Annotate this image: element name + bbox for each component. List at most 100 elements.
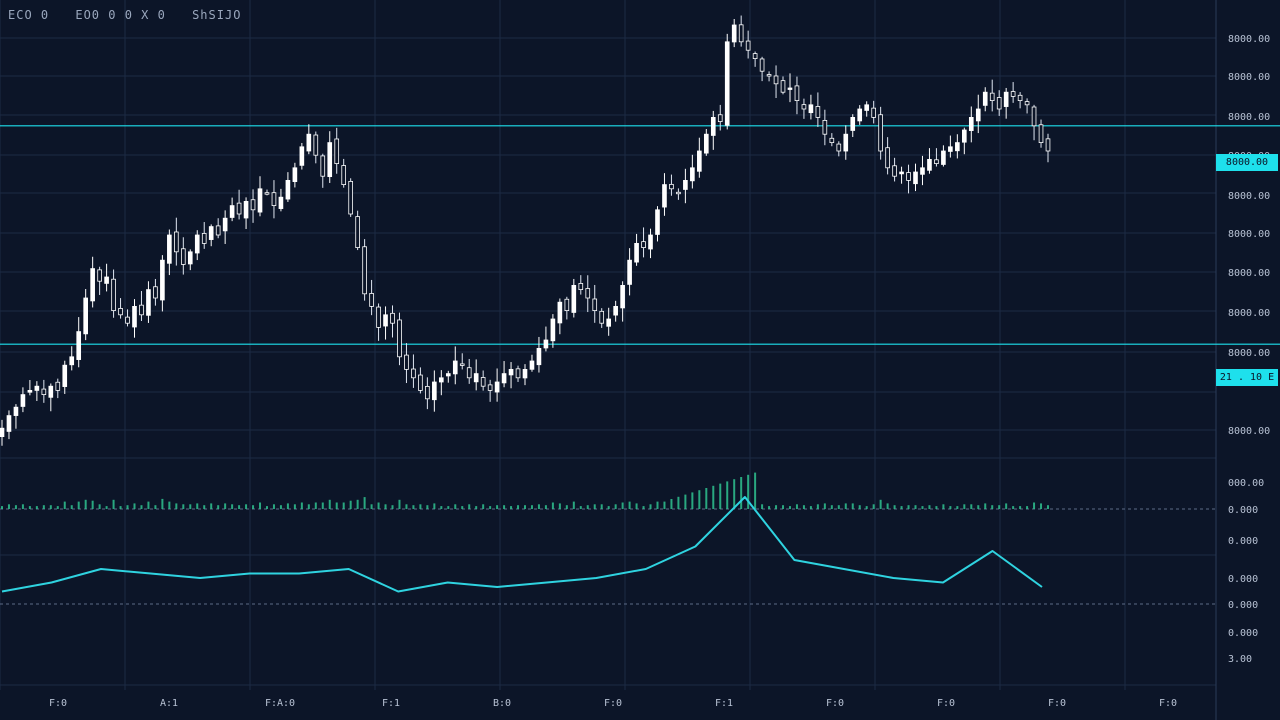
candle xyxy=(425,386,430,400)
volume-bar xyxy=(956,506,959,509)
volume-bar xyxy=(189,504,192,509)
volume-bar xyxy=(733,479,736,509)
volume-bar xyxy=(879,499,882,509)
volume-bar xyxy=(70,505,73,509)
volume-bar xyxy=(231,504,234,509)
candle xyxy=(606,318,611,327)
volume-bar xyxy=(489,506,492,509)
volume-bar xyxy=(830,505,833,509)
candle xyxy=(543,339,549,349)
candle xyxy=(592,298,598,311)
volume-bar xyxy=(356,499,359,509)
oscillator-tick-label: 3.00 xyxy=(1228,654,1252,665)
candle xyxy=(808,104,814,114)
volume-bar xyxy=(935,506,938,509)
volume-bar xyxy=(949,506,952,509)
volume-bar xyxy=(726,481,729,509)
candle xyxy=(857,108,863,122)
candle xyxy=(201,233,207,244)
volume-bar xyxy=(537,504,540,509)
price-tick-label: 8000.00 xyxy=(1228,229,1270,240)
candle xyxy=(83,297,88,335)
volume-bar xyxy=(307,504,310,509)
volume-bar xyxy=(91,500,94,509)
volume-bar xyxy=(454,504,457,509)
candle xyxy=(146,289,151,316)
candle xyxy=(445,373,451,377)
volume-bar xyxy=(649,504,652,509)
volume-bar xyxy=(656,501,659,509)
volume-bar xyxy=(691,492,694,509)
candle xyxy=(1038,124,1044,144)
candle xyxy=(160,259,165,301)
header-item-2: EO0 0 0 X 0 xyxy=(75,8,166,22)
volume-bar xyxy=(517,505,520,509)
candle xyxy=(369,293,374,307)
volume-bar xyxy=(844,503,847,509)
volume-bar xyxy=(907,505,910,509)
oscillator-tick-label: 0.000 xyxy=(1228,600,1258,611)
x-tick-label: F:1 xyxy=(382,698,400,709)
candle xyxy=(459,363,465,366)
candle xyxy=(759,58,765,72)
candle xyxy=(752,53,758,59)
candle xyxy=(975,108,981,122)
candle xyxy=(6,415,12,432)
candle xyxy=(341,165,347,186)
candle xyxy=(885,147,890,169)
volume-bar xyxy=(154,505,157,509)
volume-bar xyxy=(140,505,143,509)
volume-bar xyxy=(119,506,122,509)
candle xyxy=(620,284,625,309)
volume-bar xyxy=(147,501,150,509)
volume-bar xyxy=(712,485,715,509)
header-item-3: ShSIJO xyxy=(192,8,242,22)
candle xyxy=(278,196,284,209)
level-tag-upper: 8000.00 xyxy=(1216,154,1278,171)
candle xyxy=(948,146,953,152)
candle xyxy=(432,381,437,401)
volume-bar xyxy=(942,504,945,509)
candle xyxy=(362,246,367,295)
volume-bar xyxy=(224,503,227,509)
candle xyxy=(934,159,939,165)
candle xyxy=(731,24,737,43)
candle xyxy=(599,310,605,324)
candle xyxy=(1017,94,1023,101)
volume-bar xyxy=(579,506,582,509)
candle xyxy=(641,241,646,248)
candle xyxy=(655,209,660,235)
volume-bar xyxy=(14,505,17,509)
candle xyxy=(111,278,116,312)
volume-bar xyxy=(893,505,896,509)
candle xyxy=(222,217,228,232)
candle xyxy=(167,234,172,264)
candle xyxy=(648,234,653,250)
volume-bar xyxy=(768,506,771,509)
candle xyxy=(550,318,556,342)
volume-bar xyxy=(900,506,903,509)
volume-bar xyxy=(363,497,366,509)
candle xyxy=(34,385,40,391)
candle xyxy=(773,75,779,85)
volume-bar xyxy=(984,503,987,509)
volume-bar xyxy=(42,505,45,509)
volume-bar xyxy=(35,506,38,509)
candle xyxy=(299,146,305,166)
candle xyxy=(822,119,828,135)
candle xyxy=(906,172,911,181)
volume-bar xyxy=(342,502,345,509)
volume-bar xyxy=(921,506,924,509)
candle xyxy=(627,259,632,285)
candle xyxy=(697,150,702,172)
candle xyxy=(76,331,82,360)
candle xyxy=(480,377,486,387)
candle xyxy=(250,199,256,211)
volume-bar xyxy=(28,506,31,509)
volume-bar xyxy=(126,505,129,509)
volume-bar xyxy=(384,504,387,509)
candle xyxy=(501,373,507,384)
header-item-1: ECO 0 xyxy=(8,8,50,22)
candle xyxy=(236,202,242,215)
